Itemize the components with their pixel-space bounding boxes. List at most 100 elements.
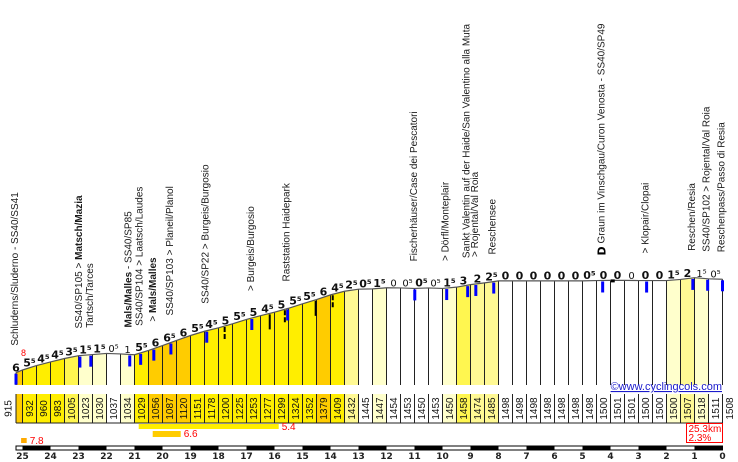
place-annotation-part: Reschenpass/Passo di Resia (717, 122, 728, 253)
elevation-label: 1498 (543, 397, 554, 420)
profile-segment (78, 354, 93, 385)
elevation-label: 1453 (403, 397, 414, 420)
profile-segment (106, 353, 121, 385)
gradient-label: 0 (642, 269, 650, 282)
elevation-label: 1474 (473, 397, 484, 420)
gradient-label: 1⁵ (667, 268, 680, 281)
profile-segment (330, 291, 345, 385)
gradient-label: 3 (460, 274, 468, 287)
elevation-cell (442, 394, 457, 423)
profile-segment (64, 355, 79, 385)
gradient-label: 6 (152, 337, 160, 350)
elevation-label: 1498 (529, 397, 540, 420)
km-scale-segment (358, 446, 387, 450)
gradient-label: 0⁵ (430, 279, 440, 290)
km-tick-label: 1 (691, 452, 697, 462)
profile-segment (218, 323, 233, 385)
place-marker-blue (445, 289, 449, 301)
km-tick-label: 19 (184, 452, 197, 462)
gradient-label: 0 (516, 269, 524, 282)
elevation-label: 1087 (165, 397, 176, 420)
place-annotation: > Klopair/Clopai (641, 183, 652, 254)
elevation-label: 1151 (193, 397, 204, 419)
place-marker-blue (169, 343, 173, 355)
place-annotation-part: SS40/SP22 > Burgeis/Burgosio (201, 164, 212, 304)
gradient-label: 0 (390, 278, 396, 289)
elevation-label: 1445 (361, 397, 372, 420)
elevation-cell (694, 394, 709, 423)
profile-segment (386, 287, 401, 385)
place-marker-blue (89, 355, 93, 367)
profile-segment (638, 280, 653, 385)
km-tick-label: 15 (296, 452, 309, 462)
place-annotation-part: SS40/SP102 > Rojental/Val Roia (702, 106, 713, 252)
place-annotation: Mals/Malles - SS40/SP85 (124, 211, 135, 328)
place-annotation-part: Raststation Haidepark (282, 182, 293, 281)
place-annotation-part: > Rojental/Val Roia (470, 171, 481, 257)
elevation-label: 1277 (263, 397, 274, 420)
elevation-label: 1501 (627, 397, 638, 420)
place-annotation: Reschen/Resia (687, 183, 698, 251)
km-tick-label: 23 (72, 452, 85, 462)
gradient-label: 0⁵ (710, 270, 720, 281)
profile-segment (190, 331, 205, 385)
elevation-label: 1511 (711, 397, 722, 419)
km-tick-label: 6 (551, 452, 557, 462)
gradient-label: 1⁵ (373, 277, 386, 290)
elevation-label: 1498 (515, 397, 526, 420)
credit-link[interactable]: ©www.cyclingcols.com (611, 381, 722, 393)
place-marker-blue (601, 281, 605, 293)
elevation-cell (260, 394, 275, 423)
profile-line (15, 277, 723, 374)
elevation-cell (652, 394, 667, 423)
summary-box (686, 423, 723, 443)
place-annotation-part: Graun im Vinschgau/Curon Venosta - SS40/… (597, 23, 608, 243)
gradient-label: 0 (544, 269, 552, 282)
gradient-label: 0⁵ (402, 279, 412, 290)
km-scale-segment (414, 446, 443, 450)
place-marker-blue (413, 289, 417, 301)
place-annotation: > Rojental/Val Roia (470, 171, 481, 257)
elevation-cell (610, 394, 625, 423)
gradient-label: 0 (530, 269, 538, 282)
gradient-label: 2⁵ (345, 279, 358, 292)
elevation-label: 1030 (95, 397, 106, 420)
place-marker-blue (250, 319, 254, 331)
elevation-cell (484, 394, 499, 423)
km-tick-label: 2 (663, 452, 669, 462)
place-annotation: Sankt Valentin auf der Haide/San Valenti… (462, 23, 473, 258)
place-annotation: SS40/SP102 > Rojental/Val Roia (702, 106, 713, 252)
elevation-label: 1037 (109, 397, 120, 420)
km-tick-label: 8 (495, 452, 501, 462)
km-tick-label: 18 (212, 452, 225, 462)
gradient-label: 5⁵ (191, 322, 204, 335)
gradient-label: 6 (320, 286, 328, 299)
place-annotation-part: Mals/Malles (148, 257, 159, 313)
place-annotation-part: - SS40/SP85 (124, 211, 135, 272)
place-annotation-part: > Dörfl/Monteplair (441, 181, 452, 261)
gradient-label: 4⁵ (331, 282, 344, 295)
profile-segment (540, 280, 555, 385)
profile-dividers (15, 277, 723, 385)
elevation-cell (470, 394, 485, 423)
gradient-label: 2 (684, 267, 692, 280)
elevation-cell (414, 394, 429, 423)
profile-segment (428, 287, 443, 385)
km-scale-segment (246, 446, 275, 450)
profile-segment (260, 312, 275, 385)
summary-distance: 25.3km (689, 424, 722, 435)
km-scale-segment (638, 446, 667, 450)
elevation-label: 1056 (151, 397, 162, 420)
km-tick-label: 4 (607, 452, 613, 462)
place-symbol-icon: D (596, 246, 609, 255)
profile-segment (624, 280, 639, 385)
profile-segment (400, 287, 415, 385)
km-scale-segment (134, 446, 163, 450)
profile-segment (316, 294, 331, 385)
gradient-label: 4⁵ (37, 352, 50, 365)
place-marker-blue (14, 373, 18, 385)
profile-segment (246, 315, 261, 385)
elevation-cell (596, 394, 611, 423)
elevation-label: 1324 (291, 397, 302, 420)
